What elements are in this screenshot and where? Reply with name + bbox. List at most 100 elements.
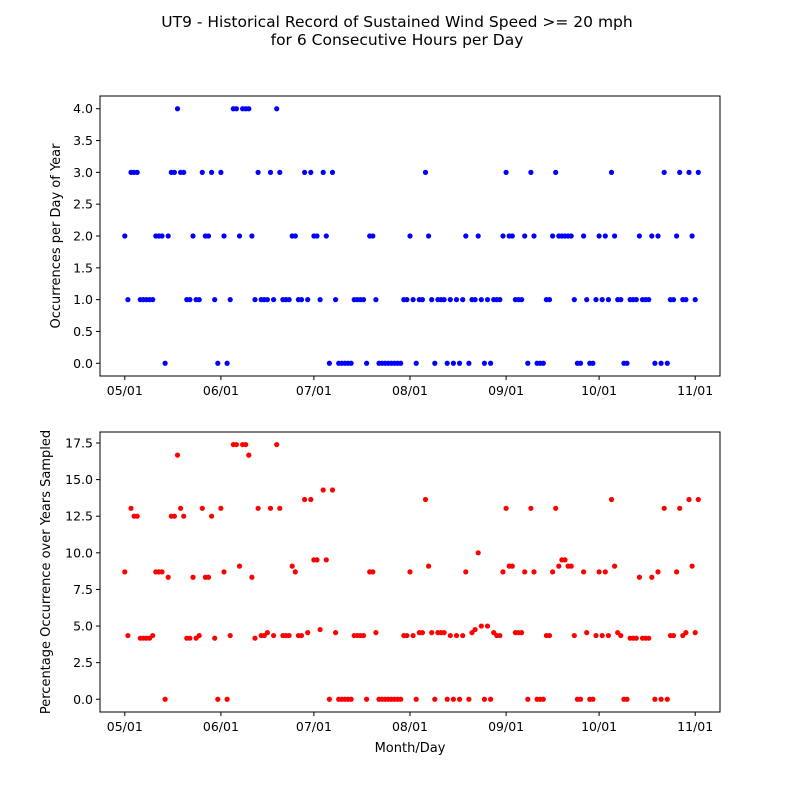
chart-1-point: [410, 632, 416, 639]
chart-0-point: [441, 297, 447, 303]
chart-0-point: [655, 233, 661, 239]
chart-1-y-tick-label: 17.5: [65, 435, 93, 450]
chart-1-y-axis-label: Percentage Occurrence over Years Sampled: [39, 430, 54, 714]
chart-1-point: [484, 623, 491, 629]
chart-1-point: [441, 630, 447, 636]
chart-1-point: [670, 632, 677, 639]
chart-0-point: [670, 297, 677, 303]
chart-1-point: [289, 563, 295, 569]
chart-1-point: [553, 505, 559, 511]
chart-1-point: [686, 496, 692, 503]
chart-1-point: [227, 632, 233, 639]
chart-1-point: [404, 632, 410, 639]
chart-0-point: [457, 360, 463, 366]
chart-1-point: [246, 452, 252, 458]
chart-1-point: [364, 696, 370, 702]
chart-1-point: [624, 696, 630, 702]
chart-1-point: [522, 569, 528, 575]
chart-1-point: [422, 496, 429, 503]
chart-0-point: [593, 297, 599, 303]
chart-1-point: [215, 696, 221, 702]
chart-1-point: [128, 505, 134, 511]
chart-1-point: [475, 550, 481, 556]
chart-0-y-tick-label: 4.0: [73, 101, 93, 116]
chart-1-point: [419, 630, 425, 636]
chart-1-point: [599, 632, 605, 639]
chart-1-point: [373, 630, 379, 636]
chart-0-point: [509, 233, 515, 239]
chart-1-point: [314, 557, 320, 563]
chart-1-point: [413, 696, 419, 702]
chart-0-point: [410, 297, 416, 303]
chart-1-point: [602, 569, 608, 575]
chart-1-x-tick-label: 06/01: [203, 719, 239, 734]
chart-1-point: [550, 569, 556, 575]
chart-0-point: [568, 233, 574, 239]
chart-1-point: [286, 632, 292, 639]
chart-1-x-tick-label: 07/01: [296, 719, 332, 734]
chart-0-point: [689, 233, 695, 239]
chart-0-point: [165, 233, 171, 239]
chart-1-point: [329, 487, 336, 493]
chart-1-point: [249, 574, 255, 580]
chart-1-point: [274, 441, 280, 448]
chart-1-point: [478, 623, 484, 629]
chart-1-point: [196, 632, 202, 639]
chart-0-point: [404, 297, 410, 303]
chart-1-point: [190, 574, 196, 580]
chart-0-point: [590, 360, 596, 366]
chart-1-point: [466, 696, 472, 702]
chart-1-point: [252, 635, 258, 641]
chart-0-point: [329, 169, 336, 175]
chart-1-point: [162, 696, 168, 702]
chart-0-point: [444, 360, 450, 366]
chart-1-point: [429, 630, 435, 636]
chart-1-point: [571, 632, 577, 639]
chart-1-point: [646, 635, 652, 641]
chart-0-y-tick-label: 1.0: [73, 292, 93, 307]
chart-0-x-tick-label: 05/01: [107, 383, 143, 398]
chart-0-point: [478, 297, 484, 303]
chart-0-point: [360, 297, 367, 303]
chart-1-point: [683, 630, 689, 636]
chart-1-point: [267, 505, 274, 511]
chart-0-point: [674, 233, 680, 239]
chart-0-point: [481, 360, 487, 366]
chart-0-point: [426, 233, 432, 239]
chart-0-point: [571, 297, 577, 303]
chart-1-point: [488, 696, 494, 702]
chart-0-x-tick-label: 09/01: [488, 383, 524, 398]
chart-1-point: [531, 569, 537, 575]
chart-1-point: [212, 635, 218, 641]
chart-0-point: [596, 233, 602, 239]
chart-1-point: [255, 505, 261, 511]
chart-1-point: [500, 569, 506, 575]
chart-1-point: [317, 626, 323, 633]
chart-0-point: [209, 169, 215, 175]
chart-0-y-tick-label: 0.0: [73, 356, 93, 371]
chart-0-point: [320, 169, 326, 175]
chart-0-point: [466, 360, 472, 366]
chart-0-point: [661, 169, 667, 175]
chart-1-point: [596, 569, 602, 575]
chart-0-point: [171, 169, 177, 175]
chart-0-point: [122, 233, 128, 239]
chart-0-point: [267, 169, 274, 175]
chart-0-point: [422, 169, 429, 175]
chart-1-point: [612, 563, 618, 569]
chart-0-point: [125, 297, 131, 303]
chart-0-point: [212, 297, 218, 303]
chart-1-point: [125, 632, 131, 639]
chart-0-point: [649, 233, 655, 239]
chart-0-point: [550, 233, 556, 239]
chart-0-point: [599, 297, 605, 303]
chart-1-y-tick-label: 5.0: [73, 619, 93, 634]
chart-1-point: [348, 696, 354, 702]
chart-1-point: [556, 563, 562, 569]
chart-1-point: [243, 441, 249, 448]
chart-1-point: [618, 632, 624, 639]
chart-0-point: [305, 297, 311, 303]
chart-1-point: [677, 505, 683, 511]
chart-1-point: [271, 632, 277, 639]
chart-1-point: [187, 635, 193, 641]
